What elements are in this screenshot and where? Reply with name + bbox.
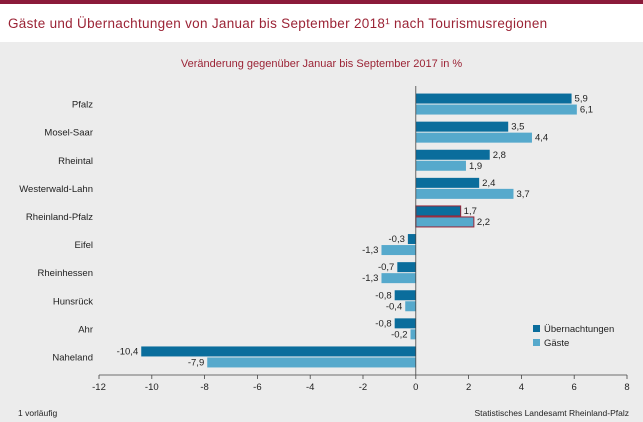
x-tick-label: -10 — [145, 382, 159, 393]
bar-gaeste — [381, 245, 416, 256]
header: Gäste und Übernachtungen von Januar bis … — [0, 4, 643, 42]
bar-gaeste — [415, 188, 514, 199]
category-label: Hunsrück — [53, 296, 93, 307]
data-label: 5,9 — [575, 94, 588, 105]
bar-uebernachtungen — [394, 318, 416, 329]
x-tick-label: -12 — [92, 382, 106, 393]
data-label: 3,7 — [516, 189, 529, 200]
category-label: Mosel-Saar — [44, 128, 93, 139]
x-tick-label: 4 — [519, 382, 524, 393]
data-label: 3,5 — [511, 122, 524, 133]
bar-gaeste — [415, 216, 475, 228]
data-label: -7,9 — [188, 357, 204, 368]
category-label: Westerwald-Lahn — [19, 184, 93, 195]
data-label: -0,7 — [378, 262, 394, 273]
data-label: 1,9 — [469, 161, 482, 172]
bar-gaeste — [415, 104, 577, 115]
data-label: 2,4 — [482, 178, 495, 189]
bar-gaeste — [207, 357, 416, 368]
x-tick-label: 0 — [413, 382, 418, 393]
chart-subtitle: Veränderung gegenüber Januar bis Septemb… — [180, 58, 463, 70]
data-label: -1,3 — [362, 273, 378, 284]
legend-label: Übernachtungen — [544, 324, 614, 335]
category-label: Ahr — [78, 324, 93, 335]
category-label: Rheinhessen — [38, 268, 93, 279]
data-label: -0,4 — [386, 301, 402, 312]
legend-swatch — [533, 325, 540, 332]
bar-gaeste — [405, 301, 416, 312]
data-label: -0,3 — [389, 234, 405, 245]
category-label: Rheinland-Pfalz — [26, 212, 93, 223]
bar-uebernachtungen — [407, 234, 416, 245]
data-label: -0,8 — [375, 318, 391, 329]
data-label: -0,2 — [391, 329, 407, 340]
data-label: 2,8 — [493, 150, 506, 161]
chart-title: Gäste und Übernachtungen von Januar bis … — [8, 16, 548, 31]
x-tick-label: -6 — [253, 382, 261, 393]
bar-gaeste — [415, 160, 466, 171]
bar-gaeste — [381, 273, 416, 284]
x-tick-label: 2 — [466, 382, 471, 393]
bar-uebernachtungen — [415, 149, 490, 160]
top-accent-bar — [0, 0, 643, 4]
bar-uebernachtungen — [415, 93, 572, 104]
x-tick-label: 8 — [624, 382, 629, 393]
category-label: Rheintal — [58, 156, 93, 167]
bar-uebernachtungen — [141, 346, 416, 357]
x-tick-label: -8 — [200, 382, 208, 393]
x-tick-label: 6 — [572, 382, 577, 393]
category-label: Eifel — [75, 240, 93, 251]
bar-uebernachtungen — [415, 205, 462, 217]
legend-swatch — [533, 339, 540, 346]
x-tick-label: -2 — [359, 382, 367, 393]
data-label: 6,1 — [580, 105, 593, 116]
bar-gaeste — [415, 132, 532, 143]
data-label: 1,7 — [464, 206, 477, 217]
bar-uebernachtungen — [397, 262, 416, 273]
bar-uebernachtungen — [415, 177, 480, 188]
bar-uebernachtungen — [415, 121, 509, 132]
category-label: Pfalz — [72, 100, 93, 111]
bar-uebernachtungen — [394, 290, 416, 301]
source-note: Statistisches Landesamt Rheinland-Pfalz — [474, 408, 630, 418]
category-label: Naheland — [52, 352, 93, 363]
data-label: -1,3 — [362, 245, 378, 256]
legend-label: Gäste — [544, 338, 569, 349]
x-tick-label: -4 — [306, 382, 314, 393]
data-label: -0,8 — [375, 290, 391, 301]
footnote: 1 vorläufig — [18, 408, 58, 418]
data-label: -10,4 — [117, 346, 139, 357]
bar-gaeste — [410, 329, 416, 340]
data-label: 2,2 — [477, 217, 490, 228]
data-label: 4,4 — [535, 133, 548, 144]
